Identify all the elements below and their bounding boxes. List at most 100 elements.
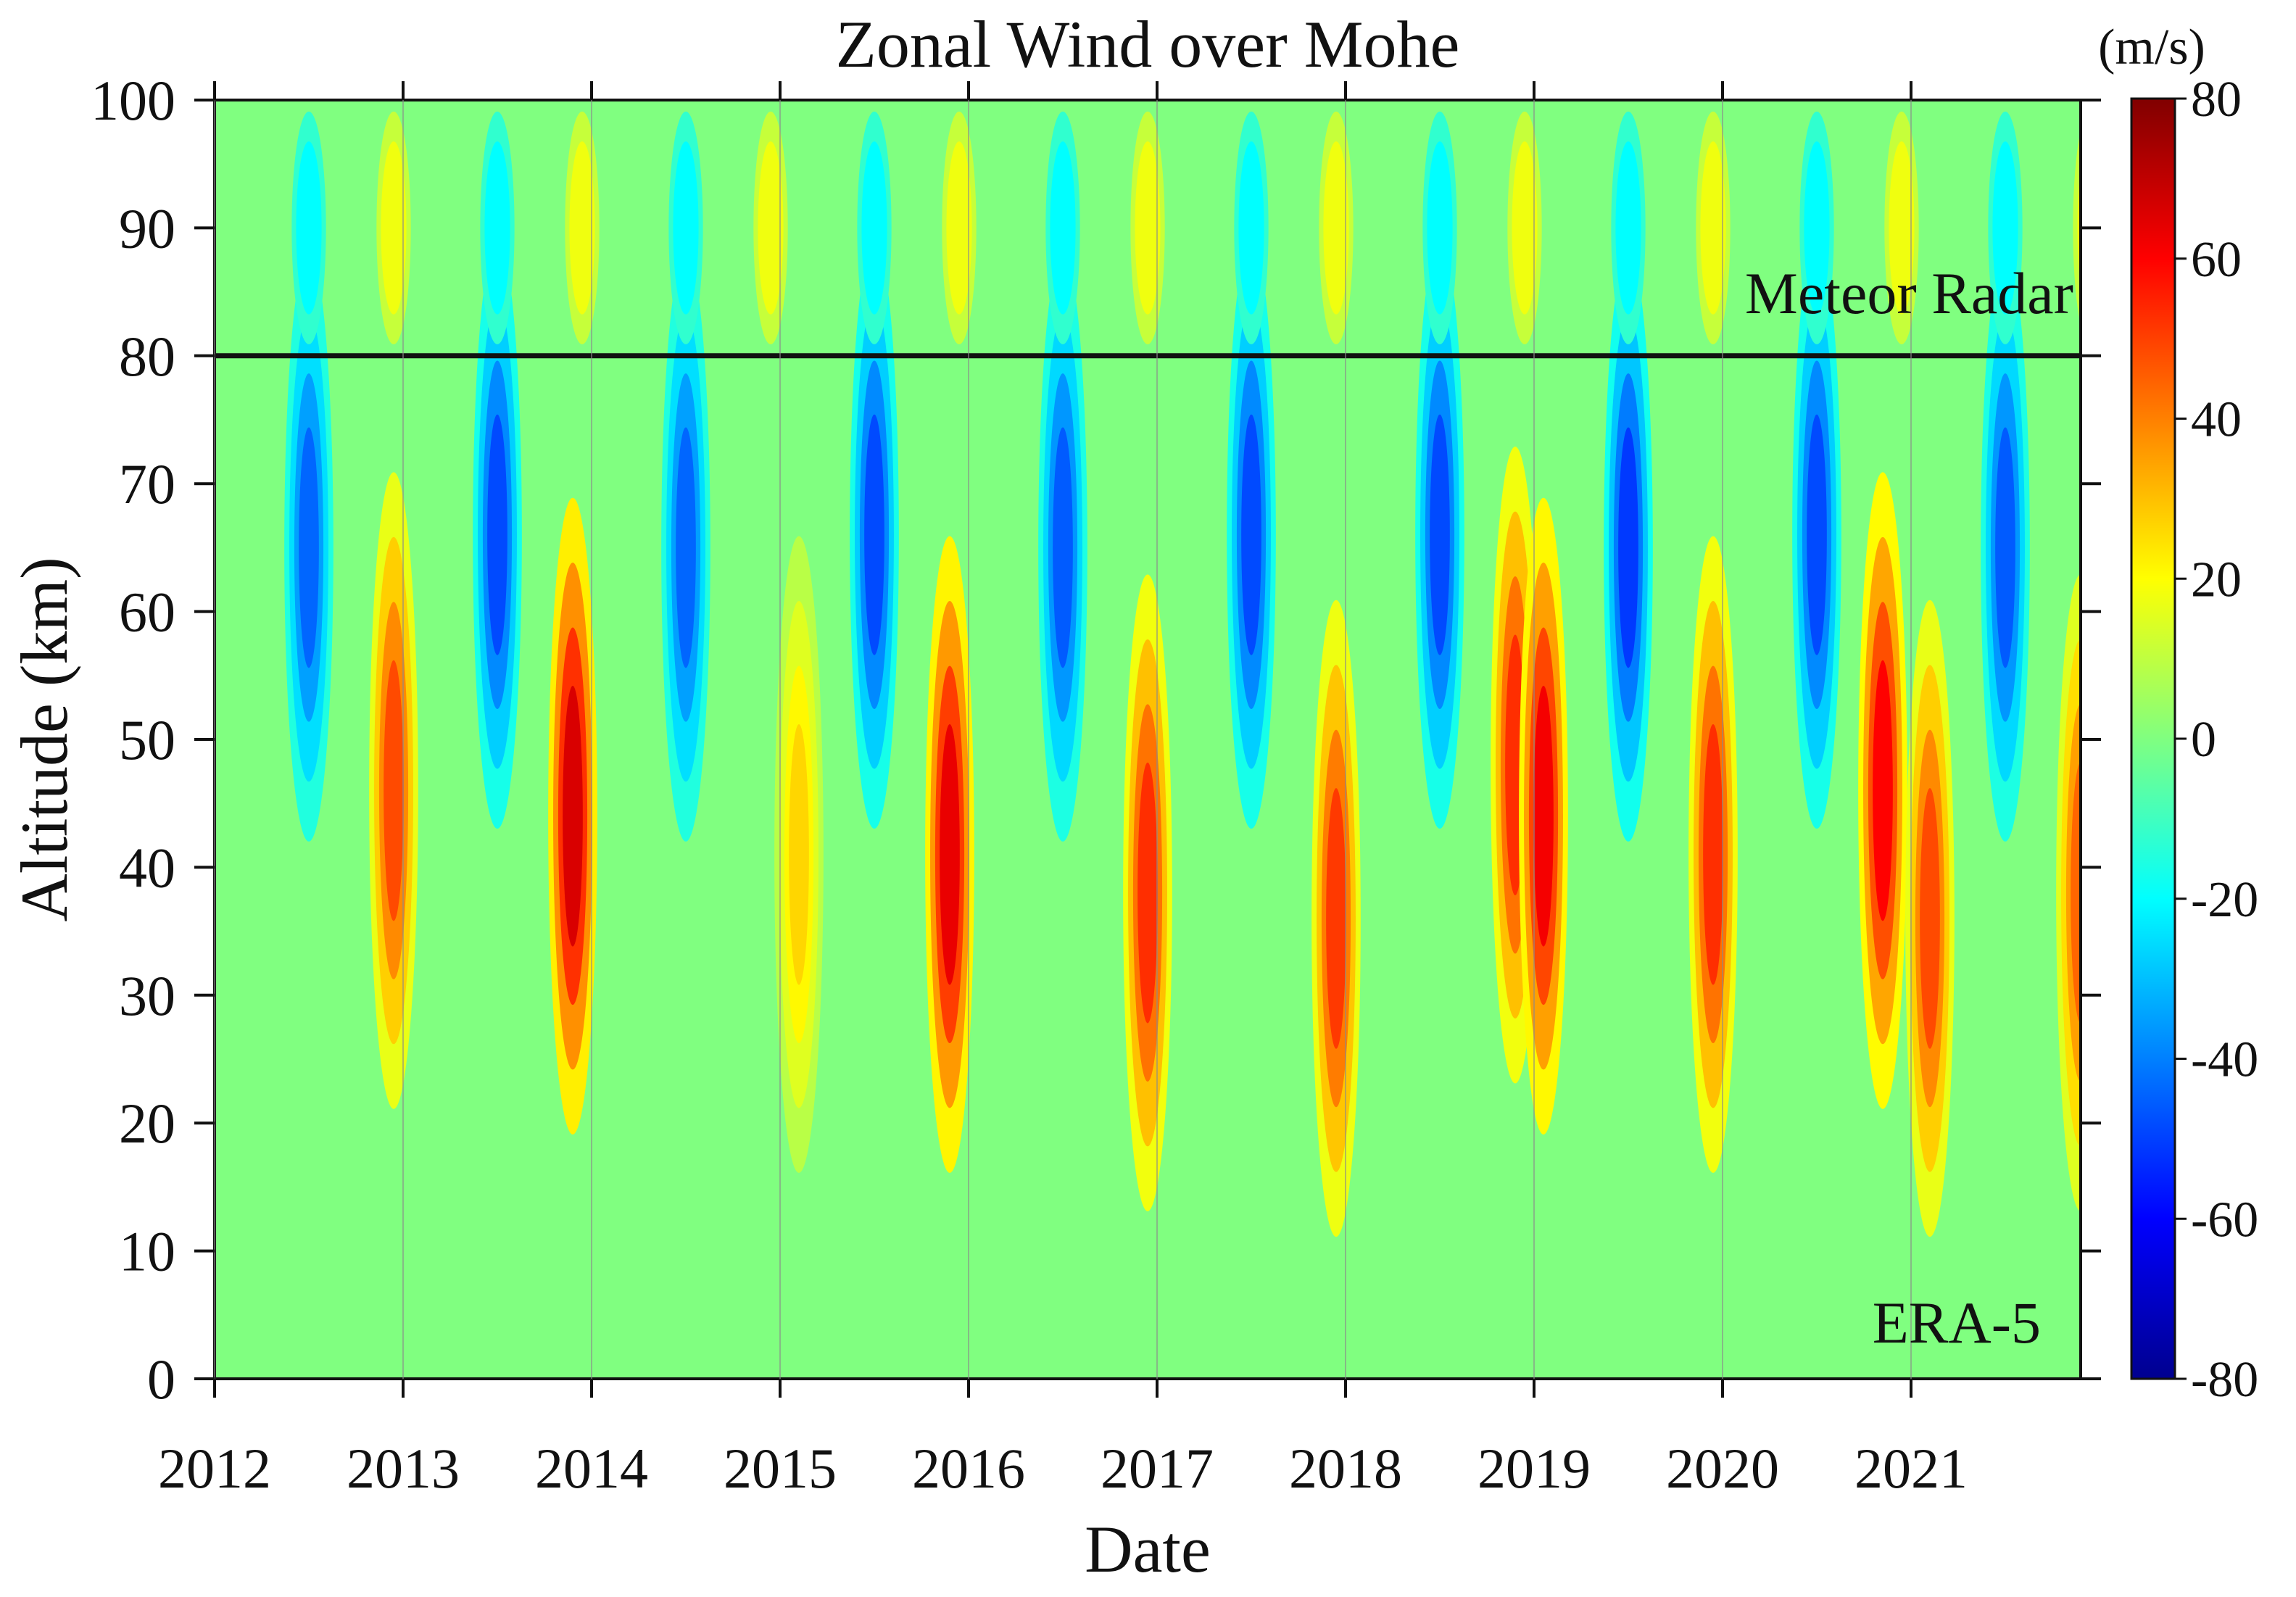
y-tick-label: 100	[91, 69, 175, 132]
x-tick-label: 2013	[347, 1437, 460, 1500]
colorbar-ticks: 80 60 40 20 0 -20 -40 -60 -80	[2175, 72, 2258, 1408]
wind-cell	[1858, 472, 1907, 1109]
wind-cell	[1123, 574, 1172, 1211]
wind-contour	[299, 427, 319, 668]
meteor-radar-label: Meteor Radar	[1745, 260, 2073, 326]
radar-contour	[673, 141, 699, 315]
wind-contour	[864, 414, 884, 655]
x-axis: 2012 2013 2014 2015 2016 2017 2018 2019 2020 2021	[158, 81, 1968, 1500]
wind-contour	[1995, 427, 2015, 668]
wind-contour	[1533, 686, 1554, 947]
colorbar: (m/s) 80 60 40 20 0 -20 -40 -60 -80	[2098, 20, 2258, 1408]
x-tick-label: 2020	[1666, 1437, 1779, 1500]
chart-title: Zonal Wind over Mohe	[836, 7, 1460, 81]
wind-field	[284, 111, 2081, 1237]
colorbar-unit-label: (m/s)	[2098, 20, 2205, 75]
colorbar-tick-label: -80	[2191, 1352, 2258, 1408]
y-axis: 0 10 20 30 40 50 60 70 80 90 100	[91, 69, 2101, 1411]
radar-contour	[1238, 141, 1264, 315]
colorbar-tick-label: 20	[2191, 552, 2242, 607]
wind-cell	[473, 241, 522, 829]
wind-contour	[563, 686, 583, 947]
wind-contour	[1137, 762, 1158, 1024]
wind-cell	[2056, 574, 2081, 1211]
radar-contour	[946, 141, 972, 315]
wind-contour	[1703, 723, 1723, 985]
wind-contour	[384, 660, 404, 921]
wind-cell	[369, 472, 418, 1109]
colorbar-tick-label: -40	[2191, 1032, 2258, 1088]
x-tick-label: 2019	[1478, 1437, 1591, 1500]
wind-cell	[774, 536, 824, 1173]
colorbar-gradient	[2130, 97, 2176, 1380]
radar-contour	[1323, 141, 1349, 315]
radar-contour	[1889, 141, 1915, 315]
y-axis-title: Altitude (km)	[7, 557, 81, 921]
radar-contour	[1804, 141, 1830, 315]
colorbar-tick-label: 60	[2191, 232, 2242, 288]
radar-contour	[2073, 130, 2081, 325]
y-tick-label: 0	[147, 1348, 175, 1411]
wind-cell	[1792, 241, 1841, 829]
wind-contour	[487, 414, 507, 655]
wind-cell	[850, 241, 899, 829]
colorbar-tick-label: 80	[2191, 72, 2242, 128]
wind-contour	[1873, 660, 1893, 921]
x-tick-label: 2014	[535, 1437, 648, 1500]
wind-cell	[284, 254, 333, 842]
wind-cell	[1688, 536, 1738, 1173]
radar-contour	[1135, 141, 1161, 315]
colorbar-tick-label: -20	[2191, 872, 2258, 928]
radar-contour	[1050, 141, 1076, 315]
y-tick-label: 90	[119, 196, 175, 260]
radar-contour	[1615, 141, 1641, 315]
radar-contour	[1427, 141, 1453, 315]
wind-cell	[1519, 497, 1568, 1135]
wind-cell	[1905, 600, 1955, 1237]
wind-contour	[1618, 427, 1638, 668]
x-tick-label: 2018	[1289, 1437, 1402, 1500]
wind-cell	[925, 536, 974, 1173]
radar-contour	[758, 141, 784, 315]
colorbar-tick-label: 0	[2191, 712, 2216, 768]
wind-cell	[1227, 241, 1276, 829]
y-tick-label: 60	[119, 581, 175, 644]
x-axis-title: Date	[1085, 1512, 1211, 1586]
y-tick-label: 40	[119, 836, 175, 899]
wind-cell	[1311, 600, 1361, 1237]
radar-contour	[569, 141, 595, 315]
wind-cell	[1415, 241, 1464, 829]
y-tick-label: 20	[119, 1092, 175, 1155]
plot-area: 2012 2013 2014 2015 2016 2017 2018 2019 2020 2021…	[91, 69, 2101, 1500]
y-tick-label: 10	[119, 1220, 175, 1283]
wind-contour	[1807, 414, 1827, 655]
radar-contour	[861, 141, 887, 315]
wind-contour	[789, 723, 809, 985]
radar-contour	[296, 141, 322, 315]
wind-contour	[1430, 414, 1450, 655]
y-tick-label: 50	[119, 708, 175, 771]
wind-contour	[2071, 762, 2081, 1024]
wind-contour	[1053, 427, 1073, 668]
y-tick-label: 70	[119, 452, 175, 515]
radar-contour	[1992, 141, 2018, 315]
colorbar-tick-label: -60	[2191, 1192, 2258, 1248]
radar-contour	[381, 141, 407, 315]
wind-cell	[1981, 254, 2030, 842]
meteor-radar-field	[291, 111, 2081, 344]
wind-contour	[1920, 788, 1940, 1049]
x-tick-label: 2017	[1101, 1437, 1214, 1500]
x-tick-label: 2021	[1854, 1437, 1968, 1500]
colorbar-tick-label: 40	[2191, 392, 2242, 448]
wind-contour	[940, 723, 960, 985]
x-tick-label: 2015	[724, 1437, 837, 1500]
wind-contour	[1241, 414, 1261, 655]
wind-cell	[1604, 254, 1653, 842]
x-tick-label: 2012	[158, 1437, 271, 1500]
y-tick-label: 80	[119, 325, 175, 388]
wind-contour	[1326, 788, 1346, 1049]
y-tick-label: 30	[119, 964, 175, 1027]
era5-label: ERA-5	[1873, 1290, 2041, 1356]
radar-contour	[1700, 141, 1726, 315]
